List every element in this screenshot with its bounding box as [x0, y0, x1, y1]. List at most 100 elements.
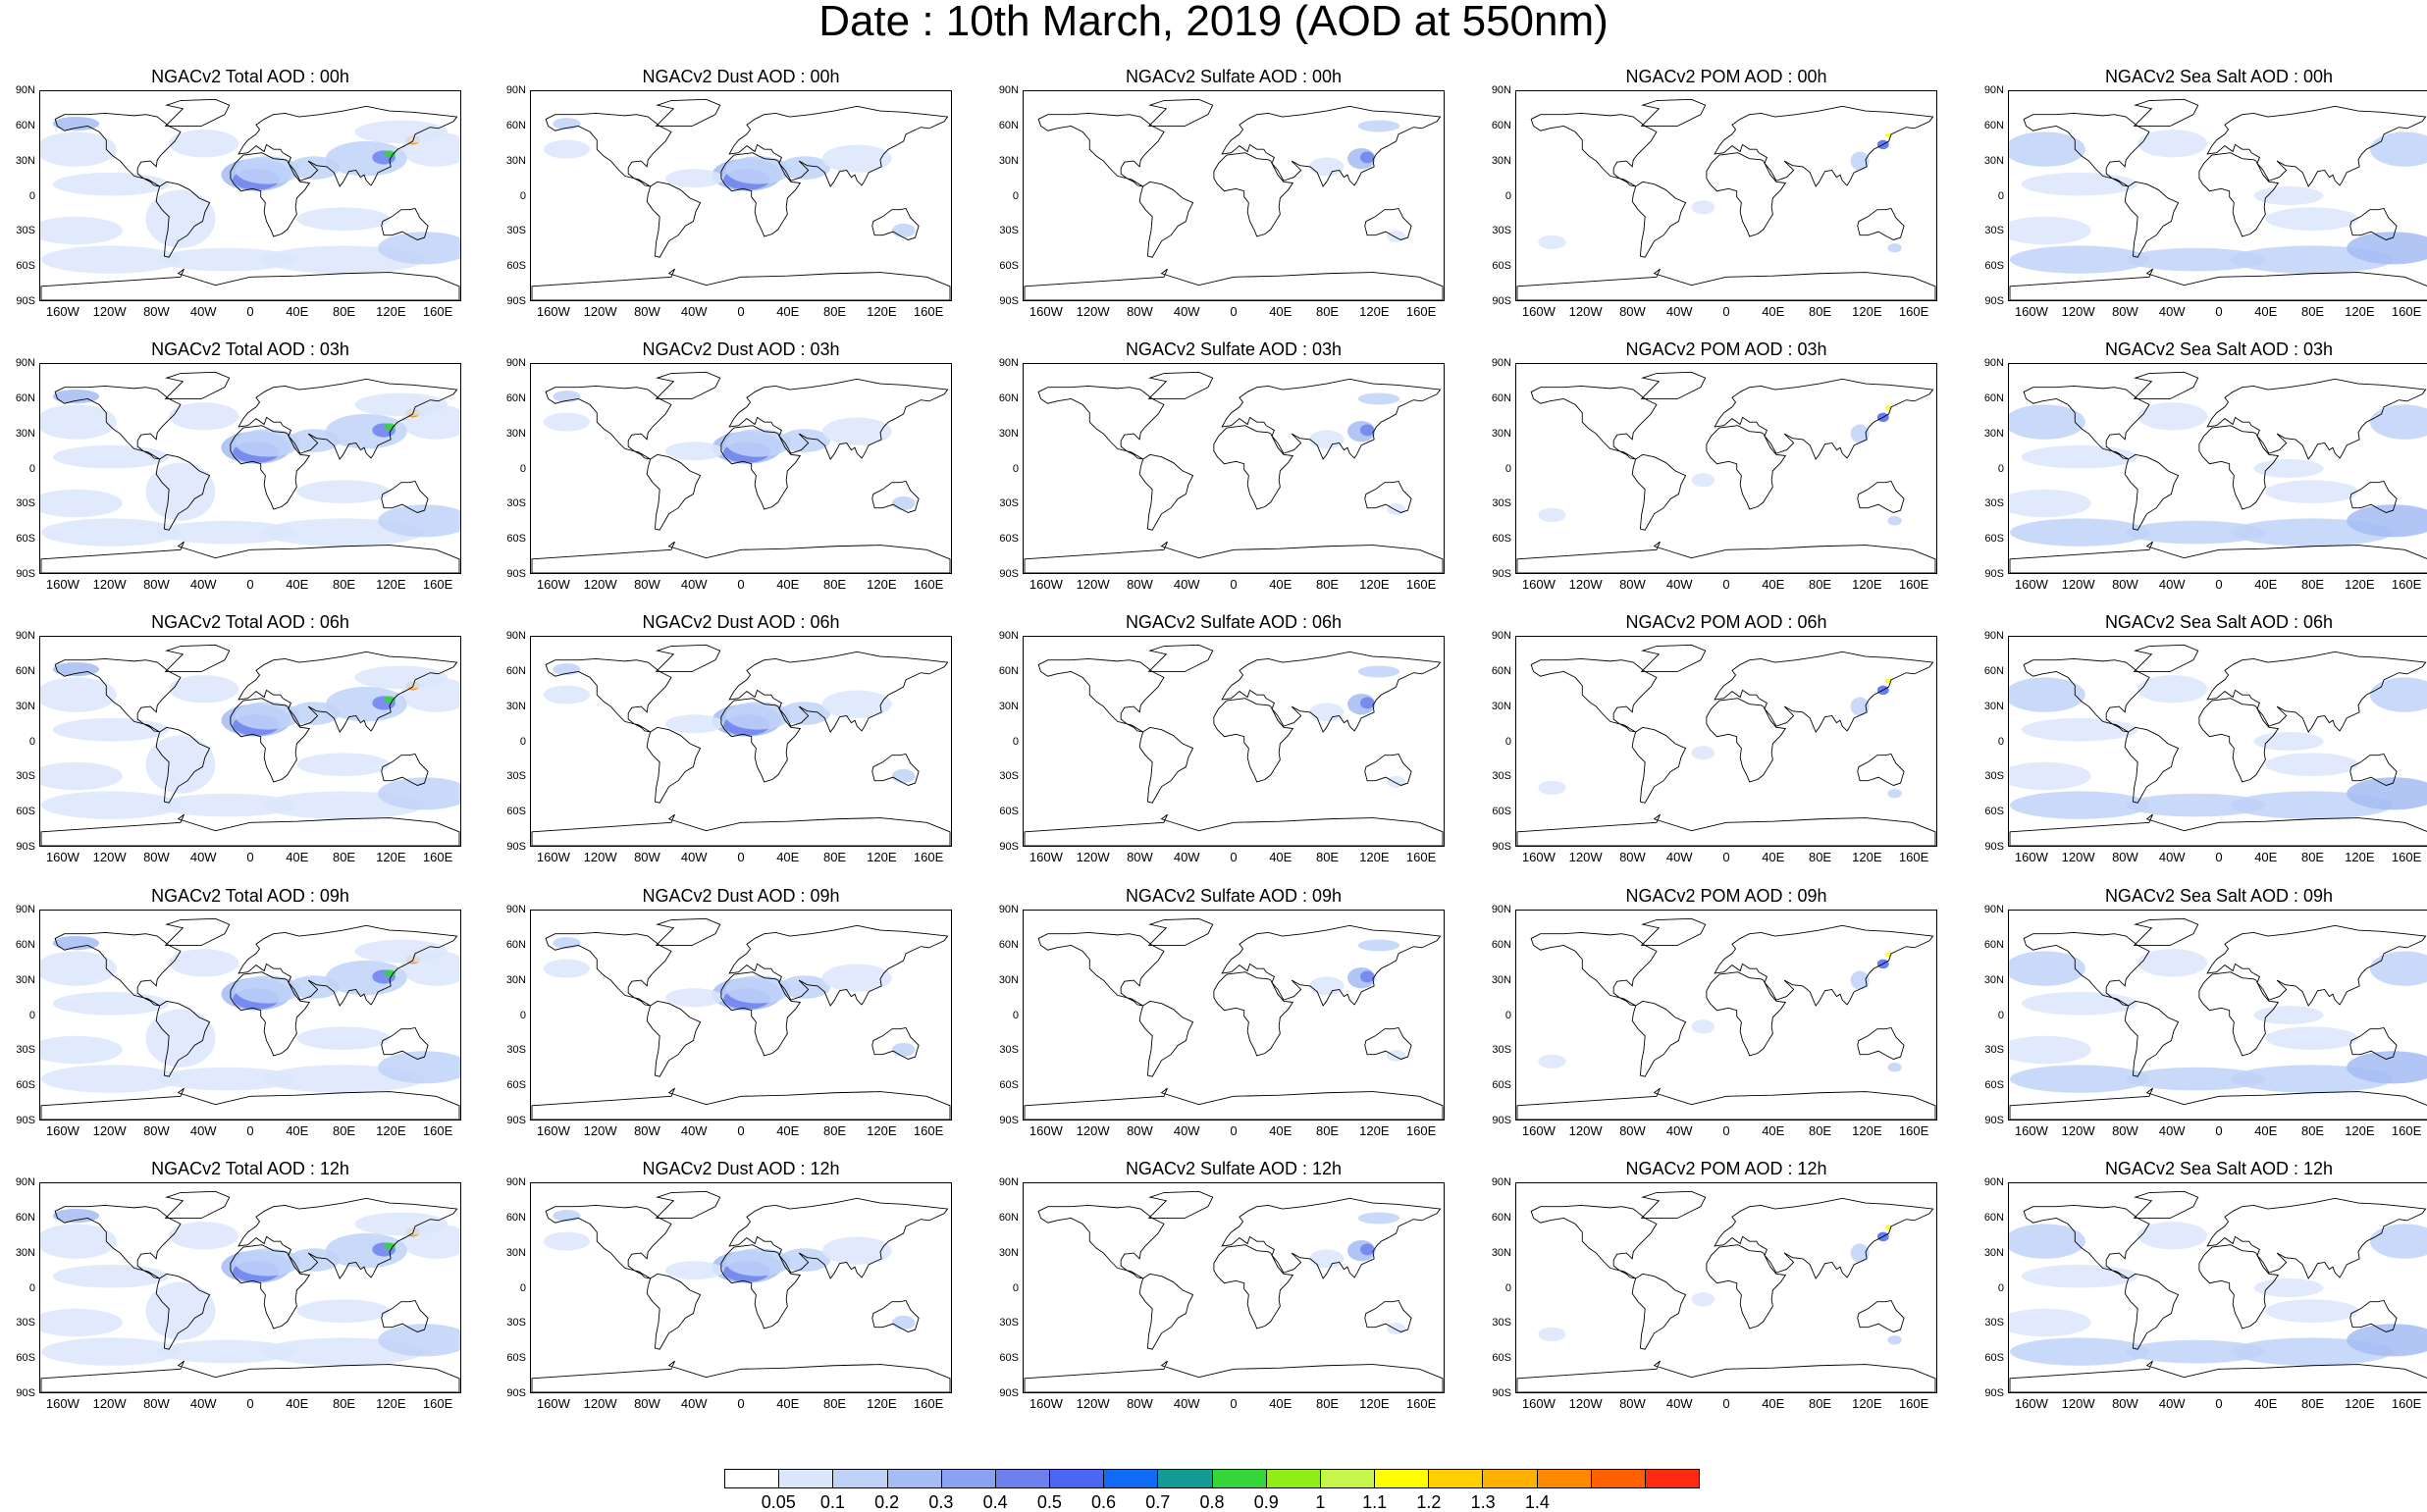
lat-tick-label: 30S	[506, 497, 526, 510]
panel-r3-c4-coastline-4	[2349, 1026, 2398, 1060]
lat-tick-label: 30N	[1983, 154, 2004, 167]
map-frame	[1515, 363, 1937, 574]
panel-r2-c0-aod-patch-18	[354, 665, 448, 690]
map-canvas	[1024, 644, 1444, 846]
panel-r3-c0-aod-patch-19	[145, 1009, 216, 1068]
lat-tick-label: 90N	[1983, 357, 2004, 369]
panel-r3-c4-aod-patch-0	[2010, 1065, 2150, 1093]
lon-tick-label: 160W	[1521, 304, 1556, 319]
lat-tick-label: 0	[28, 462, 35, 475]
lon-tick-label: 80E	[332, 1123, 356, 1138]
panel-r0-c1-coastline-6	[531, 268, 951, 300]
panel-r3-c2-coastline-5	[1147, 917, 1214, 946]
panel-r4-c1-coastline-6	[531, 1360, 951, 1392]
map-canvas	[1024, 917, 1444, 1120]
lat-tick-label: 60S	[999, 1352, 1019, 1365]
lon-tick-label: 120W	[1076, 304, 1110, 319]
lon-tick-label: 0	[737, 850, 745, 864]
panel-r2-c1-aod-patch-4	[821, 690, 892, 718]
panel-r2-c4-aod-patch-1	[2126, 793, 2266, 817]
panel-r4-c1-aod-patch-6	[543, 1231, 591, 1251]
panel-r0-c4: NGACv2 Sea Salt AOD : 00h	[2008, 67, 2427, 301]
lon-tick-label: 80W	[1619, 577, 1646, 592]
map-canvas	[2009, 1190, 2427, 1392]
lat-tick-label: 90S	[999, 841, 1019, 853]
lat-tick-label: 60N	[505, 119, 526, 131]
lon-tick-label: 0	[737, 1123, 745, 1138]
panel-r1-c0-aod-patch-12	[235, 429, 300, 457]
panel-r3-c1-coastline-1	[646, 1000, 702, 1077]
panel-r2-c3-coastline-0	[1530, 658, 1658, 733]
panel-r4-c1-coastline-1	[646, 1273, 702, 1350]
lat-tick-label: 90N	[15, 630, 35, 642]
panel-r4-c1-aod-patch-3	[779, 1248, 831, 1272]
lat-tick-label: 90S	[1984, 1115, 2004, 1126]
panel-r4-c1-aod-patch-2	[725, 1248, 791, 1277]
lon-tick-label: 160E	[422, 304, 453, 319]
lon-tick-label: 80E	[822, 850, 847, 864]
lat-tick-label: 90S	[999, 568, 1019, 580]
lon-tick-label: 40E	[1762, 1123, 1785, 1138]
panel-r0-c1-aod-patch-5	[665, 169, 724, 188]
map-frame	[1023, 1182, 1445, 1393]
panel-r3-c1-aod-patch-5	[665, 988, 724, 1008]
lat-tick-label: 30N	[505, 700, 526, 712]
lon-tick-label: 0	[1230, 577, 1238, 592]
panel-r2-c3-coastline-3	[1706, 698, 1787, 783]
panel-r3-c0-aod-patch-12	[235, 975, 300, 1004]
panel-r0-c3-aod-patch-4	[1538, 235, 1566, 249]
lon-tick-label: 160E	[422, 850, 453, 864]
lon-tick-label: 120W	[1568, 304, 1603, 319]
panel-r2-c3-coastline-1	[1631, 726, 1687, 804]
lat-tick-label: 90N	[1491, 357, 1511, 369]
map-frame	[530, 363, 952, 574]
lat-tick-label: 0	[519, 735, 526, 748]
panel-r1-c1-aod-patch-3	[779, 429, 831, 452]
lat-tick-label: 90N	[998, 904, 1019, 915]
lon-tick-label: 160E	[2391, 1123, 2422, 1138]
panel-r0-c4-coastline-3	[2198, 152, 2280, 237]
panel-r4-c1: NGACv2 Dust AOD : 12h	[530, 1159, 952, 1393]
panel-r0-c0-coastline-6	[40, 268, 460, 300]
panel-r3-c2-coastline-3	[1213, 971, 1294, 1057]
lat-tick-label: 90S	[506, 568, 526, 580]
lat-tick-label: 30N	[15, 154, 35, 167]
panel-r0-c0-aod-patch-19	[145, 189, 216, 248]
lat-tick-label: 30N	[1983, 973, 2004, 986]
panel-r1-c4-aod-patch-5	[2009, 404, 2085, 440]
panel-r4-c3-coastline-0	[1530, 1205, 1658, 1279]
lon-tick-label: 40E	[1762, 577, 1785, 592]
lat-tick-label: 90S	[506, 295, 526, 307]
lat-tick-label: 60S	[506, 806, 526, 818]
lon-tick-label: 160E	[913, 1123, 944, 1138]
map-frame	[2008, 910, 2427, 1121]
panel-r1-c1-aod-patch-6	[543, 412, 591, 432]
lon-tick-label: 160E	[422, 1396, 453, 1411]
panel-r0-c1-coastline-5	[655, 98, 721, 127]
lon-tick-label: 120E	[2345, 304, 2375, 319]
lon-tick-label: 160E	[1405, 850, 1437, 864]
panel-r3-c0-aod-patch-8	[52, 991, 170, 1016]
panel-r1-c0-aod-patch-19	[145, 462, 216, 521]
panel-r4-c3-coastline-6	[1516, 1360, 1936, 1392]
panel-r2-c3-coastline-2	[1714, 651, 1934, 733]
lat-tick-label: 90S	[506, 1387, 526, 1399]
lat-tick-label: 0	[519, 462, 526, 475]
panel-r0-c1-coastline-0	[545, 113, 672, 187]
lon-tick-label: 120E	[2345, 1396, 2375, 1411]
panel-r4-c0-aod-patch-20	[52, 1208, 100, 1224]
lat-tick-label: 30S	[999, 497, 1019, 510]
lon-tick-label: 120W	[583, 1123, 617, 1138]
lat-tick-label: 30N	[1491, 154, 1511, 167]
lon-tick-label: 80E	[1808, 304, 1832, 319]
lon-tick-label: 160E	[2391, 850, 2422, 864]
panel-r4-c3-aod-patch-4	[1538, 1327, 1566, 1341]
lat-tick-label: 60S	[1984, 1352, 2004, 1365]
lat-tick-label: 30N	[998, 154, 1019, 167]
panel-r0-c4-aod-patch-5	[2009, 131, 2085, 167]
lon-tick-label: 0	[2215, 577, 2223, 592]
panel-r2-c4-aod-patch-5	[2009, 677, 2085, 712]
lon-tick-label: 160E	[1405, 1396, 1437, 1411]
colorbar-label: 1	[1315, 1492, 1326, 1512]
panel-r0-c0: NGACv2 Total AOD : 00h	[39, 67, 461, 301]
